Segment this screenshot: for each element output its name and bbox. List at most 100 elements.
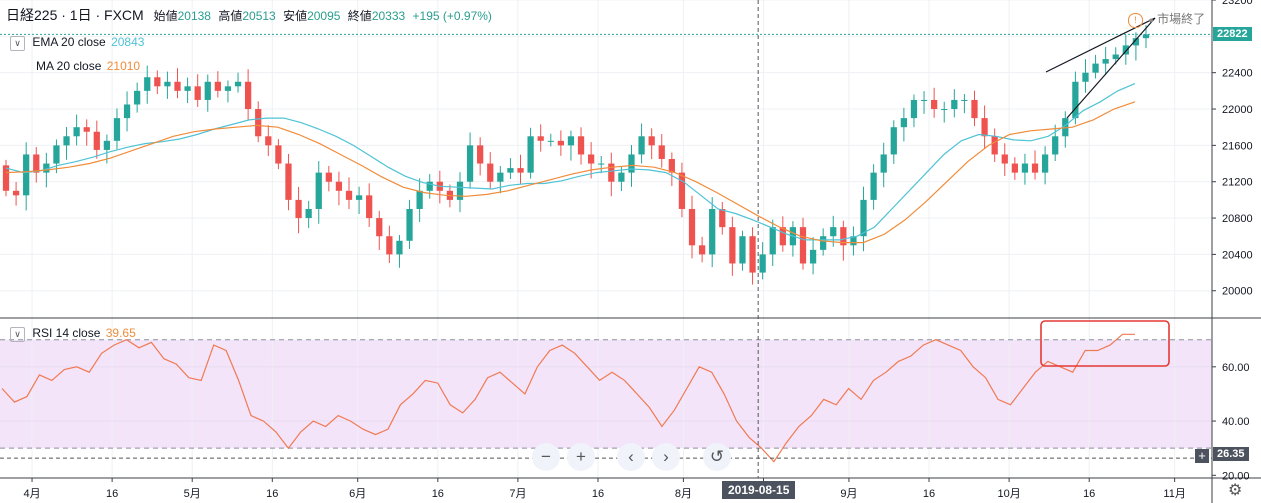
candle-body bbox=[779, 227, 786, 246]
symbol-title[interactable]: 日経225 · 1日 · FXCM bbox=[6, 7, 144, 23]
candle-body bbox=[698, 245, 706, 255]
candle-body bbox=[255, 109, 262, 137]
candle-body bbox=[477, 145, 484, 164]
candle-body bbox=[729, 227, 736, 264]
candle-body bbox=[265, 136, 272, 146]
candle-body bbox=[1082, 72, 1089, 82]
candle-body bbox=[93, 131, 100, 150]
time-tick-label: 9月 bbox=[840, 488, 857, 500]
market-status-label: 市場終了 bbox=[1157, 12, 1206, 26]
candle-body bbox=[769, 227, 776, 255]
candle-body bbox=[33, 154, 40, 173]
candle-body bbox=[53, 145, 60, 164]
candle-body bbox=[184, 86, 191, 91]
time-tick-label: 11月 bbox=[1163, 488, 1185, 500]
scroll-right-button[interactable]: › bbox=[652, 443, 680, 471]
candle-body bbox=[598, 163, 605, 165]
candle-body bbox=[749, 236, 756, 273]
price-tick-label: 20400 bbox=[1222, 249, 1253, 261]
time-tick-label: 7月 bbox=[509, 488, 526, 500]
ema-legend: ∨ EMA 20 close 20843 bbox=[10, 35, 144, 51]
candle-body bbox=[335, 181, 343, 191]
price-tick-label: 22000 bbox=[1222, 104, 1253, 116]
candle-body bbox=[355, 195, 363, 200]
candle-body bbox=[12, 190, 20, 196]
high-label: 高値 bbox=[218, 9, 243, 23]
price-tick-label: 23200 bbox=[1222, 0, 1253, 7]
candle-body bbox=[345, 190, 353, 200]
annotation-box bbox=[1040, 320, 1170, 367]
candle-body bbox=[678, 172, 686, 209]
rsi-line bbox=[1, 333, 1135, 463]
change-value: +195 (+0.97%) bbox=[412, 9, 492, 23]
candle-body bbox=[43, 163, 50, 173]
candle-body bbox=[224, 86, 232, 91]
candle-body bbox=[1041, 154, 1049, 173]
candle-body bbox=[63, 136, 70, 146]
candle-body bbox=[244, 81, 252, 110]
candle-body bbox=[830, 227, 837, 237]
candle-body bbox=[840, 227, 847, 246]
candle-body bbox=[376, 218, 383, 237]
close-value: 20333 bbox=[371, 9, 406, 23]
candle-body bbox=[305, 208, 312, 219]
add-indicator-button[interactable]: + bbox=[1195, 449, 1209, 463]
time-tick-label: 4月 bbox=[23, 488, 40, 500]
settings-gear-icon[interactable]: ⚙ bbox=[1228, 482, 1243, 499]
zoom-out-button[interactable]: − bbox=[532, 443, 560, 471]
time-tick-label: 6月 bbox=[349, 488, 366, 500]
candle-body bbox=[1021, 163, 1029, 173]
candle-body bbox=[144, 77, 151, 91]
ema-value: 20843 bbox=[111, 35, 145, 49]
candle-body bbox=[83, 127, 90, 132]
close-label: 終値 bbox=[347, 9, 372, 23]
candle-body bbox=[426, 181, 433, 191]
candle-body bbox=[658, 145, 665, 159]
rsi-tick-label: 20.00 bbox=[1222, 470, 1250, 482]
candle-body bbox=[567, 136, 575, 146]
last-price-value: 22822 bbox=[1217, 28, 1248, 40]
candle-body bbox=[1102, 59, 1109, 64]
candle-body bbox=[103, 140, 111, 150]
candle-body bbox=[456, 181, 464, 200]
candle-body bbox=[1072, 81, 1079, 119]
time-tick-label: 16 bbox=[432, 488, 444, 500]
rsi-label[interactable]: RSI 14 close bbox=[32, 326, 101, 340]
candle-body bbox=[295, 199, 302, 219]
time-tick-label: 16 bbox=[923, 488, 935, 500]
candle-body bbox=[719, 208, 726, 228]
rsi-collapse-chevron-icon[interactable]: ∨ bbox=[10, 327, 25, 342]
crosshair-date: 2019-08-15 bbox=[728, 483, 790, 497]
ema-label[interactable]: EMA 20 close bbox=[32, 35, 106, 49]
candle-body bbox=[1112, 54, 1119, 60]
ma-label[interactable]: MA 20 close bbox=[36, 59, 102, 73]
candle-body bbox=[396, 240, 403, 255]
reset-chart-button[interactable]: ↺ bbox=[703, 443, 731, 471]
candle-body bbox=[234, 81, 242, 87]
scroll-left-button[interactable]: ‹ bbox=[617, 443, 645, 471]
candle-body bbox=[618, 172, 625, 182]
high-value: 20513 bbox=[242, 9, 276, 23]
ma-line bbox=[5, 101, 1136, 244]
zoom-in-button[interactable]: + bbox=[567, 443, 595, 471]
candle-body bbox=[1062, 118, 1069, 137]
price-tick-label: 22400 bbox=[1222, 68, 1253, 80]
market-closed-dot-icon: ● bbox=[1148, 15, 1154, 25]
candle-body bbox=[73, 127, 80, 137]
low-label: 安値 bbox=[283, 9, 308, 23]
ma-value: 21010 bbox=[106, 59, 141, 73]
rsi-tick-label: 40.00 bbox=[1222, 416, 1250, 428]
market-status: ! ● 市場終了 bbox=[1128, 10, 1205, 28]
candle-body bbox=[951, 99, 958, 110]
candle-body bbox=[547, 140, 554, 142]
candle-body bbox=[1092, 63, 1099, 73]
collapse-chevron-icon[interactable]: ∨ bbox=[10, 36, 25, 51]
candle-body bbox=[557, 140, 564, 146]
alert-icon[interactable]: ! bbox=[1128, 13, 1143, 28]
candle-body bbox=[688, 208, 696, 246]
candle-body bbox=[961, 99, 968, 101]
candle-body bbox=[628, 154, 635, 173]
candle-body bbox=[154, 77, 161, 87]
candle-body bbox=[870, 172, 877, 200]
